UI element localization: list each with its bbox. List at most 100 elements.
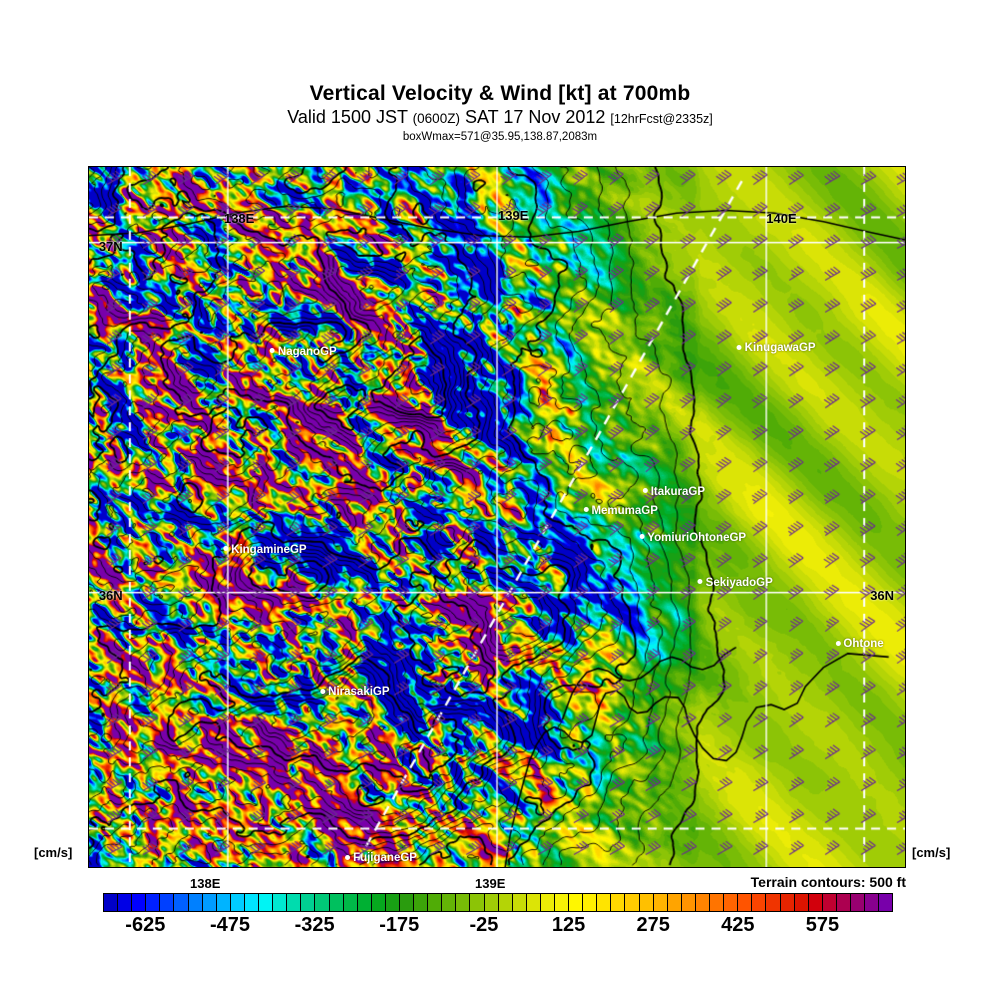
colorbar-cell xyxy=(357,894,372,911)
colorbar-cell xyxy=(794,894,809,911)
colorbar-cell xyxy=(681,894,696,911)
colorbar-cell xyxy=(216,894,231,911)
station-marker[interactable]: NirasakiGP xyxy=(320,686,390,699)
valid-prefix: Valid 1500 JST xyxy=(287,107,408,127)
map-coord-label: 139E xyxy=(498,207,529,223)
station-label: NirasakiGP xyxy=(328,686,390,699)
colorbar-tick: -475 xyxy=(209,914,250,936)
units-right: [cm/s] xyxy=(912,845,951,860)
units-left: [cm/s] xyxy=(34,845,73,860)
colorbar-cell xyxy=(188,894,203,911)
station-dot xyxy=(269,348,275,354)
colorbar-cell xyxy=(259,894,274,911)
vertical-velocity-field xyxy=(89,167,905,867)
station-dot xyxy=(223,546,229,552)
colorbar-cell xyxy=(174,894,189,911)
colorbar-tick: 425 xyxy=(721,914,755,936)
colorbar-cell xyxy=(484,894,499,911)
terrain-contour-note: Terrain contours: 500 ft xyxy=(750,874,906,890)
colorbar-cell xyxy=(118,894,133,911)
colorbar-tick: -625 xyxy=(125,914,166,936)
valid-time-line: Valid 1500 JST (0600Z) SAT 17 Nov 2012 [… xyxy=(0,106,1000,130)
colorbar-cell xyxy=(540,894,555,911)
colorbar-tick: 275 xyxy=(636,914,670,936)
colorbar-cell xyxy=(780,894,795,911)
lon-label-bottom-139e: 139E xyxy=(475,876,506,891)
colorbar-cell xyxy=(202,894,217,911)
valid-date: SAT 17 Nov 2012 xyxy=(464,107,606,127)
map-coord-label: 36N xyxy=(870,588,895,604)
colorbar-cell xyxy=(667,894,682,911)
colorbar-cell xyxy=(273,894,288,911)
station-marker[interactable]: MemumaGP xyxy=(583,505,658,517)
station-dot xyxy=(642,488,648,494)
colorbar-cell xyxy=(710,894,725,911)
colorbar-cell xyxy=(569,894,584,911)
colorbar-cell xyxy=(470,894,485,911)
colorbar-cell xyxy=(146,894,161,911)
station-label: SekiyadoGP xyxy=(705,576,773,589)
lon-label-bottom-138e: 138E xyxy=(190,876,221,891)
colorbar-cell xyxy=(836,894,851,911)
station-label: NaganoGP xyxy=(277,345,337,358)
colorbar-cell xyxy=(371,894,386,911)
colorbar-cell xyxy=(850,894,866,911)
station-marker[interactable]: NaganoGP xyxy=(269,345,337,358)
station-marker[interactable]: KingamineGP xyxy=(223,543,307,556)
colorbar-cell xyxy=(132,894,147,911)
colorbar-cell xyxy=(738,894,753,911)
colorbar-cell xyxy=(639,894,654,911)
station-dot xyxy=(320,688,326,694)
colorbar-cell xyxy=(428,894,443,911)
station-marker[interactable]: Ohtone xyxy=(835,638,884,651)
colorbar-cell xyxy=(526,894,541,911)
station-marker[interactable]: KinugawaGP xyxy=(736,342,816,355)
colorbar-cell xyxy=(512,894,527,911)
colorbar-cell xyxy=(301,894,316,911)
valid-utc: (0600Z) xyxy=(412,111,460,126)
station-marker[interactable]: ItakuraGP xyxy=(642,486,706,499)
colorbar-tick: 575 xyxy=(805,914,840,936)
colorbar-tick: -25 xyxy=(469,914,499,936)
station-dot xyxy=(736,344,742,350)
colorbar-cell xyxy=(865,894,880,911)
title-block: Vertical Velocity & Wind [kt] at 700mb V… xyxy=(0,82,1000,144)
map-panel[interactable]: 138E 139E 140E 37N 36N 36N NaganoGP KinugawaGP I… xyxy=(88,166,906,868)
colorbar-cell xyxy=(625,894,640,911)
colorbar-cell xyxy=(695,894,711,911)
station-marker[interactable]: FujiganeGP xyxy=(345,852,417,864)
station-label: KinugawaGP xyxy=(744,342,816,355)
page-title: Vertical Velocity & Wind [kt] at 700mb xyxy=(309,82,691,105)
station-label: YomiuriOhtoneGP xyxy=(647,531,747,544)
station-dot xyxy=(345,854,351,860)
station-dot xyxy=(697,579,703,585)
station-marker[interactable]: SekiyadoGP xyxy=(697,576,773,589)
colorbar-cell xyxy=(766,894,781,911)
colorbar-cell xyxy=(611,894,626,911)
station-label: KingamineGP xyxy=(231,543,307,556)
colorbar-tick: -175 xyxy=(379,914,420,936)
station-label: Ohtone xyxy=(843,638,884,651)
map-coord-label: 37N xyxy=(98,239,123,255)
colorbar-cell xyxy=(287,894,302,911)
colorbar-cell xyxy=(879,894,893,911)
colorbar-cell xyxy=(555,894,570,911)
colorbar-cell xyxy=(752,894,767,911)
colorbar-cell xyxy=(315,894,330,911)
station-marker[interactable]: YomiuriOhtoneGP xyxy=(639,532,746,544)
colorbar-tick: 125 xyxy=(551,914,586,936)
colorbar-cell xyxy=(724,894,739,911)
map-coord-label: 138E xyxy=(223,210,255,226)
station-label: ItakuraGP xyxy=(650,486,706,499)
map-coord-label: 140E xyxy=(766,210,797,226)
colorbar-cell xyxy=(329,894,344,911)
colorbar-tick: -325 xyxy=(294,914,335,936)
colorbar-cell xyxy=(653,894,668,911)
colorbar-cell xyxy=(160,894,175,911)
colorbar-cell xyxy=(597,894,612,911)
colorbar-cell xyxy=(399,894,415,911)
colorbar-cell xyxy=(343,894,358,911)
colorbar[interactable] xyxy=(103,893,893,912)
colorbar-cell xyxy=(822,894,837,911)
station-dot xyxy=(639,534,645,540)
